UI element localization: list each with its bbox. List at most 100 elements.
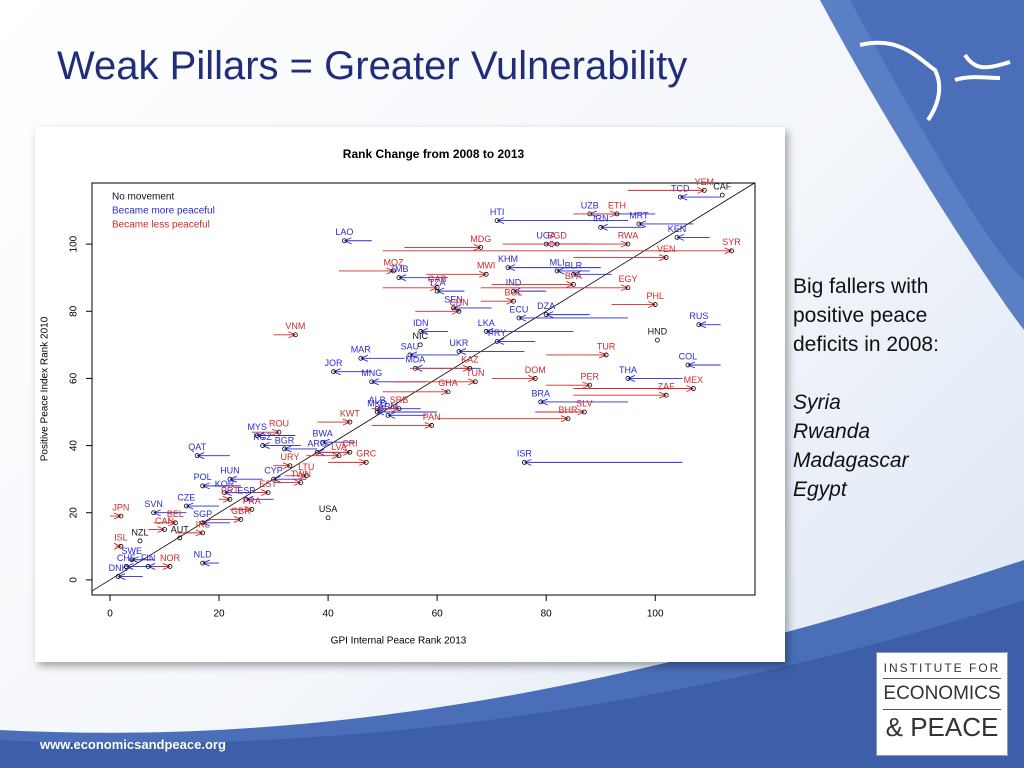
point (325, 515, 331, 521)
change-arrow (638, 220, 694, 228)
point-label: TCD (671, 183, 690, 193)
point (342, 238, 347, 244)
logo-line: ECONOMICS (883, 679, 1001, 710)
point-label: PAN (423, 412, 441, 422)
point (663, 255, 669, 260)
point-label: ALB (369, 395, 386, 405)
change-arrow (306, 452, 340, 460)
change-arrow (409, 364, 471, 372)
point-label: BRA (531, 388, 550, 398)
point (369, 379, 375, 385)
point-label: QAT (188, 442, 206, 452)
change-arrow (273, 462, 291, 470)
point (358, 355, 364, 361)
change-arrow (148, 526, 165, 533)
y-tick-label: 20 (69, 507, 80, 519)
point (385, 412, 391, 418)
change-arrow (371, 405, 400, 413)
change-arrow (229, 475, 263, 483)
point (625, 285, 631, 291)
point-label: KGZ (253, 432, 272, 442)
change-arrow (404, 244, 481, 251)
notes: Big fallers with positive peace deficits… (793, 272, 973, 504)
x-tick-label: 40 (323, 609, 335, 620)
point (123, 564, 129, 569)
point-label: MOZ (384, 257, 404, 267)
point-label: RUS (689, 311, 708, 321)
point-label: BHR (558, 405, 578, 415)
change-arrow (415, 307, 460, 315)
change-arrow (251, 489, 269, 497)
point (243, 496, 249, 502)
change-arrow (540, 398, 628, 406)
point-label: TUN (466, 368, 485, 378)
change-arrow (513, 287, 547, 295)
point-label: PER (581, 372, 600, 382)
change-arrow (376, 408, 438, 416)
change-arrow (491, 280, 574, 288)
point-label: ISL (114, 533, 128, 543)
chart-panel: Rank Change from 2008 to 2013 GPI Interna… (35, 127, 785, 662)
point-label: IRL (196, 519, 210, 529)
point-label: LKA (478, 318, 495, 328)
logo-line: INSTITUTE FOR (883, 653, 1001, 679)
change-arrow (229, 505, 252, 513)
legend-entry: Became less peaceful (112, 220, 210, 231)
x-tick-label: 80 (541, 609, 553, 620)
point-label: VNM (285, 321, 305, 331)
change-arrow (208, 516, 242, 523)
point (685, 362, 691, 368)
point (434, 285, 440, 291)
point (538, 399, 544, 405)
point-label: LTU (298, 462, 314, 472)
point-label: USA (319, 504, 338, 514)
point (581, 409, 587, 415)
point (347, 449, 353, 455)
point (303, 473, 309, 479)
point (347, 419, 353, 425)
point-label: SRB (390, 395, 409, 405)
point (663, 392, 669, 398)
point-label: BLR (565, 261, 583, 271)
change-arrow (507, 264, 601, 272)
point (115, 574, 121, 579)
change-arrow (676, 233, 710, 241)
point (374, 409, 380, 415)
change-arrow (113, 542, 122, 550)
point-label: FIN (141, 553, 156, 563)
change-arrow (545, 311, 590, 319)
point (614, 211, 620, 217)
change-arrow (382, 247, 732, 255)
point (417, 342, 423, 348)
point (292, 332, 298, 338)
x-tick-label: 20 (213, 609, 225, 620)
x-axis-label: GPI Internal Peace Rank 2013 (331, 636, 467, 647)
change-arrow (262, 442, 301, 449)
change-arrow (117, 573, 143, 580)
change-arrow (251, 428, 280, 436)
point-label: POL (194, 472, 212, 482)
point-label: JOR (325, 358, 344, 368)
logo-line: & PEACE (885, 712, 999, 742)
notes-heading: Big fallers with positive peace deficits… (793, 275, 939, 356)
point (554, 241, 560, 247)
point (118, 543, 124, 549)
point (478, 245, 484, 250)
point-label: PRT (221, 486, 239, 496)
x-tick-label: 0 (107, 609, 113, 620)
change-arrow (273, 475, 307, 483)
point-label: NOR (160, 553, 181, 563)
change-arrow (202, 519, 230, 527)
point-label: GHA (438, 378, 458, 388)
point (587, 382, 593, 388)
change-arrow (153, 519, 176, 527)
point (565, 416, 571, 422)
point-label: SLV (576, 398, 592, 408)
point (696, 322, 702, 328)
x-tick-label: 60 (432, 609, 444, 620)
point (516, 315, 522, 321)
point-label: GAB (428, 274, 447, 284)
change-arrow (153, 509, 187, 517)
point (655, 337, 660, 343)
